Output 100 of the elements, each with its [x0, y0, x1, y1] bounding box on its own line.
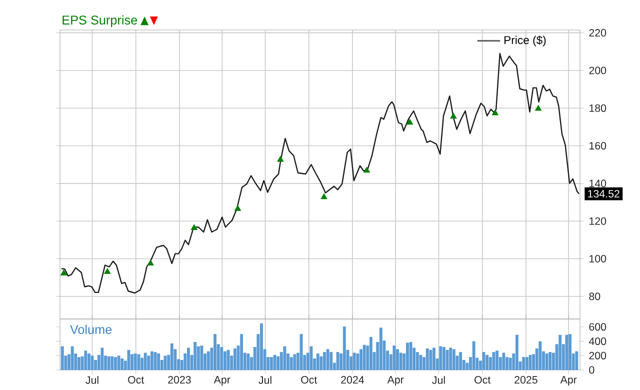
bar	[134, 353, 137, 370]
bar	[342, 326, 346, 370]
y-tick-label: 140	[590, 180, 606, 188]
point	[363, 166, 370, 173]
point	[406, 118, 414, 125]
bar	[107, 356, 110, 370]
bar	[432, 348, 436, 370]
bar	[206, 351, 210, 370]
y-tick-label: 0	[589, 366, 594, 374]
bar	[120, 358, 124, 370]
bar	[110, 356, 114, 370]
bar	[502, 352, 506, 370]
bar	[150, 351, 154, 370]
bar	[525, 357, 528, 370]
bar	[330, 352, 333, 370]
bar	[144, 352, 147, 370]
x-tick-label: Jul	[432, 376, 445, 384]
bar	[515, 334, 518, 370]
y-tick-label: 400	[588, 337, 606, 346]
bar	[508, 358, 512, 370]
bar	[246, 353, 250, 370]
bar	[283, 346, 286, 370]
y-tick-label: 120	[590, 217, 606, 225]
bar	[439, 346, 442, 370]
bar	[320, 356, 323, 370]
bar	[157, 353, 160, 370]
point	[320, 193, 328, 200]
bar	[496, 350, 499, 370]
bar	[486, 354, 489, 370]
bar	[60, 346, 64, 370]
bar	[406, 342, 409, 370]
y-tick-label: 220	[589, 29, 606, 37]
point	[535, 104, 542, 111]
bar	[276, 356, 280, 370]
bar	[87, 353, 90, 370]
bar	[472, 341, 476, 370]
point	[60, 270, 68, 276]
x-tick-label: Apr	[387, 376, 404, 386]
bar	[154, 352, 157, 370]
bar	[187, 348, 190, 370]
bar	[538, 341, 542, 370]
x-tick-label: Apr	[214, 376, 230, 386]
point	[104, 268, 111, 274]
bar	[442, 346, 446, 370]
bar	[426, 348, 429, 370]
x-tick-label: Apr	[560, 376, 577, 386]
bar	[545, 353, 548, 370]
bar	[214, 334, 216, 370]
bar	[117, 356, 120, 370]
y-tick-label: 200	[589, 66, 606, 74]
point	[492, 109, 498, 116]
y-tick-label: 160	[590, 142, 606, 150]
bar	[379, 328, 382, 370]
x-tick-label: Oct	[301, 376, 318, 384]
bar	[429, 350, 432, 370]
bar	[459, 352, 462, 370]
bar	[130, 354, 134, 370]
bar	[78, 357, 80, 370]
bar	[396, 349, 399, 370]
bar	[240, 334, 244, 370]
bar	[399, 352, 402, 370]
point	[450, 112, 457, 119]
bar	[100, 348, 104, 370]
y-tick-label: 200	[589, 352, 606, 360]
bar	[326, 349, 330, 370]
y-tick-label: 600	[589, 323, 606, 331]
bar	[356, 353, 360, 370]
line-series	[60, 52, 580, 294]
y-tick-label: 180	[590, 104, 606, 112]
chart-title: Volume	[70, 324, 112, 334]
annotation: 134.52	[588, 190, 620, 198]
bar	[352, 352, 356, 370]
point	[147, 260, 154, 266]
bar	[575, 351, 578, 370]
x-tick-label: Jul	[86, 376, 98, 384]
bar	[137, 354, 140, 370]
bar	[290, 357, 293, 370]
point	[234, 205, 242, 211]
bar	[449, 348, 452, 370]
bar	[170, 343, 174, 370]
series-label: Price ($)	[504, 36, 546, 46]
bar	[522, 357, 526, 370]
y-tick-label: 80	[589, 292, 600, 300]
x-tick-label: Oct	[474, 376, 491, 384]
bar	[147, 356, 150, 370]
bar	[260, 323, 263, 370]
bar	[452, 349, 456, 370]
bar	[360, 349, 362, 370]
x-tick-label: 2025	[514, 376, 538, 384]
bar	[369, 336, 372, 370]
bar	[196, 346, 200, 370]
text: EPS Surprise	[62, 15, 138, 28]
bar	[362, 344, 366, 370]
x-tick-label: 2024	[341, 376, 364, 384]
bar	[84, 350, 88, 370]
bar	[270, 357, 273, 370]
bar	[558, 334, 562, 370]
bar	[233, 348, 236, 370]
x-tick-label: 2023	[168, 376, 191, 384]
bar	[220, 346, 224, 370]
